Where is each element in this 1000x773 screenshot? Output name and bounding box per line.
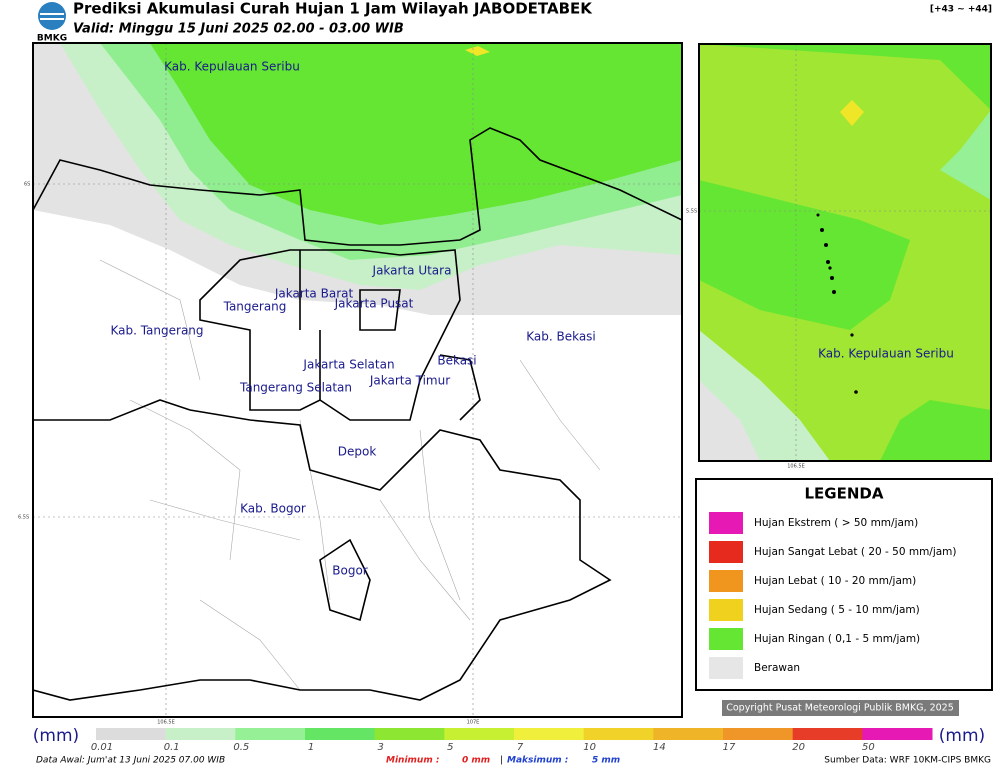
range: [+43 ~ +44] <box>930 5 992 15</box>
colorbar-tick-label: 50 <box>862 742 875 753</box>
colorbar-tick-label: 14 <box>653 742 666 753</box>
min-label: Minimum : <box>386 756 439 766</box>
data-awal: Data Awal: Jum'at 13 Juni 2025 07.00 WIB <box>36 756 225 766</box>
lat-label: 6.5S <box>18 515 29 521</box>
colorbar-tick-label: 0.01 <box>91 742 113 753</box>
inset-region-label: Kab. Kepulauan Seribu <box>818 347 954 361</box>
max-value: 5 mm <box>592 756 620 766</box>
lat-label: 5.5S <box>686 209 697 215</box>
colorbar-segment <box>444 728 515 740</box>
province-boundaries <box>33 249 612 701</box>
legend-title: LEGENDA <box>805 485 884 503</box>
region-label: Kab. Kepulauan Seribu <box>164 60 300 74</box>
legend-swatch <box>709 599 743 621</box>
separator: | <box>500 756 503 766</box>
subtitle: Valid: Minggu 15 Juni 2025 02.00 - 03.00… <box>73 22 404 37</box>
region-label: Jakarta Pusat <box>334 297 414 311</box>
colorbar-segment <box>374 728 445 740</box>
region-label: Kab. Bekasi <box>526 330 596 344</box>
unit: (mm) <box>939 726 985 746</box>
colorbar-tick-label: 17 <box>723 742 736 753</box>
legend-label: Hujan Ekstrem ( > 50 mm/jam) <box>754 517 918 529</box>
source: Sumber Data: WRF 10KM-CIPS BMKG <box>824 756 991 766</box>
colorbar-tick-label: 0.1 <box>164 742 180 753</box>
colorbar-tick-label: 7 <box>517 742 524 753</box>
region-label: Kab. Bogor <box>240 502 306 516</box>
colorbar-segment <box>792 728 863 740</box>
region-label: Jakarta Timur <box>369 374 450 388</box>
colorbar-tick-label: 5 <box>447 742 453 753</box>
lat-label: 6S <box>24 182 30 188</box>
subdistricts <box>99 259 601 691</box>
legend-swatch <box>709 570 743 592</box>
title: Prediksi Akumulasi Curah Hujan 1 Jam Wil… <box>73 0 593 18</box>
colorbar-segment <box>514 728 585 740</box>
legend-swatch <box>709 657 743 679</box>
colorbar-segment <box>583 728 654 740</box>
colorbar-segment <box>653 728 724 740</box>
region-label: Bekasi <box>437 354 476 368</box>
copyright: Copyright Pusat Meteorologi Publik BMKG,… <box>726 703 954 714</box>
main-map: Kab. Kepulauan Seribu Jakarta Utara Jaka… <box>18 42 683 726</box>
region-label: Tangerang Selatan <box>239 381 352 395</box>
colorbar-segment <box>723 728 794 740</box>
colorbar-segment <box>862 728 933 740</box>
legend-label: Hujan Lebat ( 10 - 20 mm/jam) <box>754 575 916 587</box>
colorbar-segment <box>305 728 376 740</box>
legend-swatch <box>709 628 743 650</box>
legend-label: Hujan Sedang ( 5 - 10 mm/jam) <box>754 604 920 616</box>
colorbar-segment <box>96 728 167 740</box>
logo-text: BMKG <box>37 34 67 44</box>
legend-swatch <box>709 512 743 534</box>
region-label: Jakarta Selatan <box>302 358 394 372</box>
lon-label: 106.5E <box>157 720 174 726</box>
lon-label: 106.5E <box>787 464 804 470</box>
region-label: Kab. Tangerang <box>110 324 203 338</box>
colorbar-tick-label: 3 <box>377 742 383 753</box>
inset-map: Kab. Kepulauan Seribu 5.5S 106.5E <box>686 43 992 470</box>
legend-swatch <box>709 541 743 563</box>
logo: BMKG <box>37 2 67 44</box>
colorbar-tick-label: 10 <box>583 742 596 753</box>
legend-label: Hujan Ringan ( 0,1 - 5 mm/jam) <box>754 633 920 645</box>
colorbar-tick-label: 20 <box>792 742 805 753</box>
colorbar: (mm) (mm) 0.01 0.1 0.5 1 3 5 7 10 14 17 20 50 <box>33 726 985 753</box>
colorbar-segment <box>165 728 236 740</box>
unit: (mm) <box>33 726 79 746</box>
colorbar-tick-label: 0.5 <box>233 742 249 753</box>
min-value: 0 mm <box>462 756 490 766</box>
colorbar-segment <box>235 728 306 740</box>
lon-label: 107E <box>467 720 480 726</box>
region-label: Bogor <box>332 564 368 578</box>
region-label: Depok <box>338 445 377 459</box>
colorbar-tick-label: 1 <box>308 742 314 753</box>
region-label: Tangerang <box>223 300 287 314</box>
coastline <box>33 127 682 246</box>
legend-label: Berawan <box>754 662 800 674</box>
legend: LEGENDA Hujan Ekstrem ( > 50 mm/jam) Huja… <box>695 478 993 691</box>
region-label: Jakarta Utara <box>372 264 452 278</box>
region-label: Jakarta Barat <box>274 287 354 301</box>
legend-label: Hujan Sangat Lebat ( 20 - 50 mm/jam) <box>754 546 957 558</box>
max-label: Maksimum : <box>507 756 568 766</box>
